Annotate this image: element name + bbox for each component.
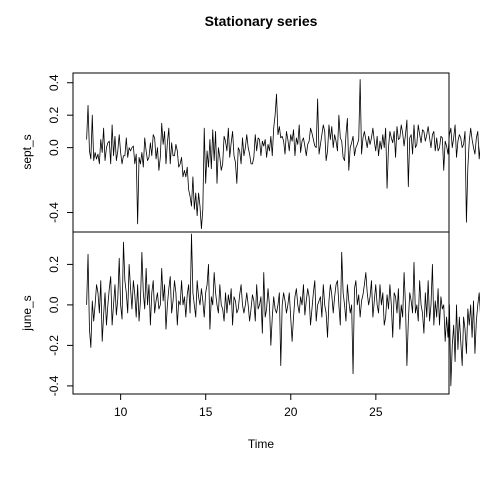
panel-bottom-frame: [72, 231, 450, 395]
x-tick-label-3: 25: [369, 405, 383, 419]
y-axis-bottom: -0.4 -0.2 0.0 0.2: [47, 256, 73, 396]
y-axis-top: -0.4 0.0 0.2 0.4: [47, 74, 73, 223]
y-tick-label-top-2: 0.2: [47, 107, 61, 124]
x-axis-label: Time: [248, 437, 275, 451]
series-line-june-s: [86, 233, 480, 387]
panel-bottom: -0.4 -0.2 0.0 0.2 june_s: [20, 231, 480, 396]
y-axis-label-bottom: june_s: [20, 295, 34, 331]
y-tick-label-bottom-2: 0.0: [47, 296, 61, 313]
x-tick-label-2: 20: [284, 405, 298, 419]
y-axis-label-top: sept_s: [20, 134, 34, 169]
y-tick-label-top-0: -0.4: [47, 202, 61, 223]
x-tick-label-0: 10: [114, 405, 128, 419]
chart-title: Stationary series: [205, 13, 318, 29]
series-line-sept-s: [86, 79, 480, 230]
y-tick-label-bottom-3: 0.2: [47, 256, 61, 273]
panel-top: -0.4 0.0 0.2 0.4 sept_s: [20, 72, 480, 233]
y-tick-label-bottom-0: -0.4: [47, 375, 61, 396]
y-tick-label-top-3: 0.4: [47, 74, 61, 91]
x-tick-label-1: 15: [199, 405, 213, 419]
x-axis: 10 15 20 25: [114, 394, 383, 419]
y-tick-label-top-1: 0.0: [47, 139, 61, 156]
y-tick-label-bottom-1: -0.2: [47, 335, 61, 356]
